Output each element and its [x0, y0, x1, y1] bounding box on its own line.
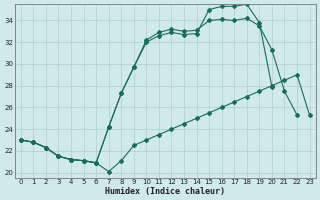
X-axis label: Humidex (Indice chaleur): Humidex (Indice chaleur) [105, 187, 225, 196]
